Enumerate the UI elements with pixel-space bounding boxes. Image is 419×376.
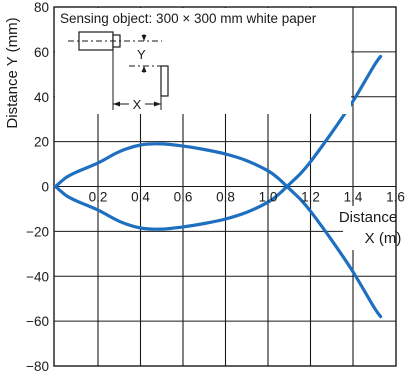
sensing-inset: Sensing object: 300 × 300 mm white paper…	[55, 8, 351, 114]
inset-background	[55, 8, 351, 114]
y-tick-label: 40	[34, 90, 49, 105]
y-tick-label: 80	[34, 0, 49, 15]
x-tick-label: 1.0	[259, 190, 278, 205]
y-tick-label: 0	[41, 180, 49, 195]
y-axis-label: Distance Y (mm)	[4, 17, 21, 128]
x-tick-labels: 0.2 0.4 0.6 0.8 1.0 1.2 1.4 1.6	[89, 190, 405, 205]
y-tick-label: −60	[26, 314, 49, 329]
x-tick-label: 0.2	[89, 190, 108, 205]
y-tick-label: −20	[26, 224, 49, 239]
target-paper-icon	[160, 65, 169, 97]
inset-x-arrow-right	[154, 101, 161, 107]
y-tick-label: 60	[34, 45, 49, 60]
x-axis-label: Distance X (m)	[339, 206, 402, 250]
series-layer	[53, 54, 383, 319]
inset-title: Sensing object: 300 × 300 mm white paper	[60, 11, 317, 26]
x-tick-label: 0.4	[131, 190, 150, 205]
x-tick-label: 0.6	[174, 190, 193, 205]
inset-y-label: Y	[137, 47, 146, 62]
series-line-2	[53, 54, 383, 231]
inset-y-arrow-bottom	[141, 66, 147, 72]
x-tick-label: 1.4	[344, 190, 363, 205]
inset-x-label: X	[133, 97, 142, 112]
x-tick-label: 0.8	[216, 190, 235, 205]
y-tick-label: −80	[26, 359, 49, 371]
y-tick-label: −40	[26, 269, 49, 284]
y-tick-label: 20	[34, 135, 49, 150]
inset-x-arrow-left	[113, 101, 120, 107]
x-tick-label: 1.6	[386, 190, 405, 205]
x-tick-label: 1.2	[301, 190, 320, 205]
x-axis-label-line2: X (m)	[365, 230, 402, 247]
x-axis-label-line1: Distance	[339, 209, 397, 226]
inset-y-arrow-top	[141, 35, 147, 41]
series-line-1	[53, 142, 383, 319]
x-axis-label-bg	[343, 206, 395, 250]
y-tick-labels: 80 60 40 20 0 −20 −40 −60 −80	[26, 0, 49, 374]
